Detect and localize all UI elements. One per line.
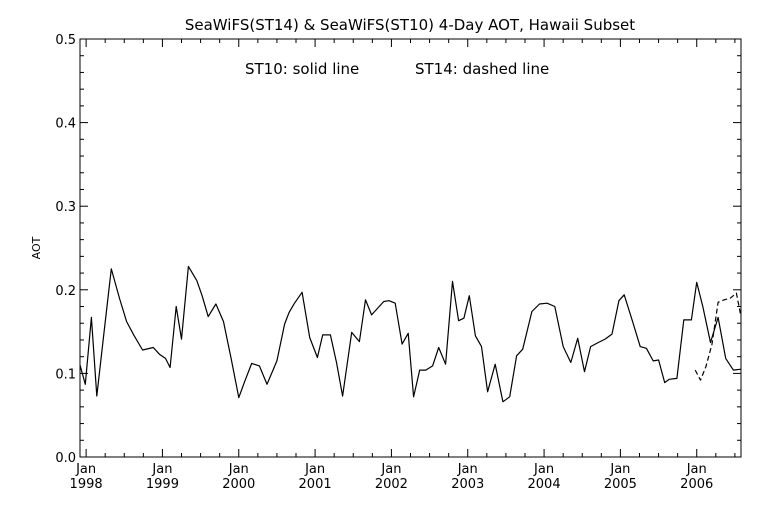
y-tick-label: 0.1 — [55, 367, 76, 382]
series-layer — [79, 265, 742, 403]
legend-annotation-st14: ST14: dashed line — [415, 60, 549, 78]
series-line-st14 — [694, 292, 742, 381]
x-tick-year-label: 1998 — [70, 477, 103, 492]
y-tick-label: 0.2 — [55, 284, 76, 299]
x-tick-month-label: Jan — [533, 462, 554, 477]
x-tick-year-label: 2006 — [680, 477, 713, 492]
x-tick-month-label: Jan — [75, 462, 96, 477]
x-tick-month-label: Jan — [686, 462, 707, 477]
plot-frame — [79, 38, 742, 458]
legend-annotation-st10: ST10: solid line — [245, 60, 359, 78]
y-tick-label: 0.0 — [55, 451, 76, 466]
y-tick-label: 0.4 — [55, 117, 76, 132]
y-tick-label: 0.3 — [55, 200, 76, 215]
x-tick-month-label: Jan — [151, 462, 172, 477]
y-axis-label: AOT — [30, 236, 43, 259]
y-axis-ticks: 0.0 0.1 0.2 0.3 0.4 0.5 — [55, 33, 741, 466]
x-tick-month-label: Jan — [380, 462, 401, 477]
x-tick-year-label: 2000 — [222, 477, 255, 492]
series-line-st10 — [79, 265, 742, 403]
x-tick-year-label: 1999 — [146, 477, 179, 492]
y-tick-label: 0.5 — [55, 33, 76, 48]
x-tick-month-label: Jan — [228, 462, 249, 477]
x-tick-year-label: 2001 — [299, 477, 332, 492]
x-axis-ticks: Jan1998Jan1999Jan2000Jan2001Jan2002Jan20… — [70, 39, 736, 492]
x-tick-month-label: Jan — [609, 462, 630, 477]
x-tick-year-label: 2004 — [528, 477, 561, 492]
chart-title: SeaWiFS(ST14) & SeaWiFS(ST10) 4-Day AOT,… — [185, 16, 635, 34]
x-tick-month-label: Jan — [457, 462, 478, 477]
x-tick-year-label: 2002 — [375, 477, 408, 492]
x-tick-month-label: Jan — [304, 462, 325, 477]
x-tick-year-label: 2003 — [451, 477, 484, 492]
x-tick-year-label: 2005 — [604, 477, 637, 492]
